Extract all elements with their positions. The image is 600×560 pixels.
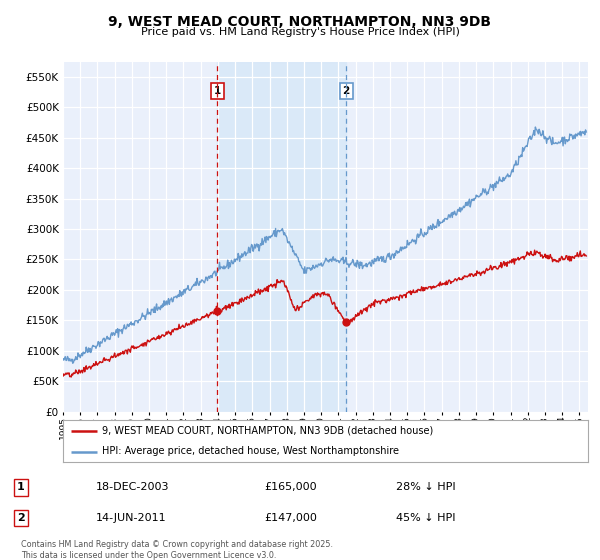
Bar: [217, 62, 346, 412]
Text: Price paid vs. HM Land Registry's House Price Index (HPI): Price paid vs. HM Land Registry's House …: [140, 27, 460, 38]
Text: 14-JUN-2011: 14-JUN-2011: [96, 513, 167, 523]
Text: Contains HM Land Registry data © Crown copyright and database right 2025.
This d: Contains HM Land Registry data © Crown c…: [21, 540, 333, 559]
Text: 9, WEST MEAD COURT, NORTHAMPTON, NN3 9DB (detached house): 9, WEST MEAD COURT, NORTHAMPTON, NN3 9DB…: [103, 426, 434, 436]
Text: 1: 1: [17, 482, 25, 492]
Text: 45% ↓ HPI: 45% ↓ HPI: [396, 513, 455, 523]
Text: 1: 1: [214, 86, 221, 96]
Text: 9, WEST MEAD COURT, NORTHAMPTON, NN3 9DB: 9, WEST MEAD COURT, NORTHAMPTON, NN3 9DB: [109, 15, 491, 29]
Text: 2: 2: [343, 86, 350, 96]
Text: 28% ↓ HPI: 28% ↓ HPI: [396, 482, 455, 492]
Text: 18-DEC-2003: 18-DEC-2003: [96, 482, 170, 492]
Text: HPI: Average price, detached house, West Northamptonshire: HPI: Average price, detached house, West…: [103, 446, 400, 456]
Text: £165,000: £165,000: [264, 482, 317, 492]
Text: 2: 2: [17, 513, 25, 523]
Text: £147,000: £147,000: [264, 513, 317, 523]
